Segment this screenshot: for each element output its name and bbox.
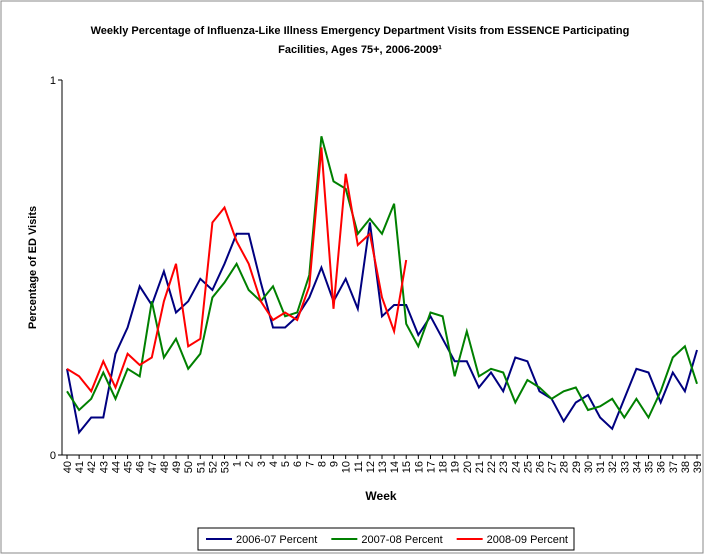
- series-line: [66, 222, 698, 435]
- x-tick-label: 19: [450, 461, 462, 473]
- x-tick-label: 26: [535, 461, 547, 473]
- x-tick-label: 29: [571, 461, 583, 473]
- x-tick-label: 22: [486, 461, 498, 473]
- x-tick-label: 8: [316, 461, 328, 467]
- x-tick-label: 1: [232, 461, 244, 467]
- x-tick-label: 49: [171, 461, 183, 473]
- x-tick-label: 35: [644, 461, 656, 473]
- x-tick-label: 38: [680, 461, 692, 473]
- x-tick-label: 40: [62, 461, 74, 473]
- x-tick-label: 20: [462, 461, 474, 473]
- legend-box: [197, 527, 575, 551]
- x-tick-label: 11: [353, 461, 365, 472]
- x-tick-label: 43: [98, 461, 110, 473]
- x-tick-label: 27: [547, 461, 559, 473]
- x-tick-label: 5: [280, 461, 292, 467]
- chart-title: Weekly Percentage of Influenza-Like Illn…: [90, 25, 630, 56]
- y-tick-label: 1: [50, 75, 56, 87]
- x-tick-label: 14: [389, 461, 401, 473]
- y-axis-label: Percentage of ED Visits: [27, 206, 39, 329]
- x-tick-label: 50: [183, 461, 195, 473]
- x-tick-label: 23: [498, 461, 510, 473]
- x-tick-label: 21: [474, 461, 486, 473]
- x-tick-label: 48: [159, 461, 171, 473]
- legend: 2006-07 Percent 2007-08 Percent 2008-09 Pe…: [197, 527, 575, 551]
- x-tick-label: 24: [510, 461, 522, 473]
- x-tick-label: 46: [135, 461, 147, 473]
- x-tick-label: 51: [195, 461, 207, 473]
- series-line: [66, 147, 408, 394]
- x-tick-label: 7: [304, 461, 316, 467]
- x-tick-label: 53: [220, 461, 232, 473]
- x-tick-label: 36: [656, 461, 668, 473]
- legend-label: 2007-08 Percent: [361, 534, 442, 546]
- x-tick-label: 30: [583, 461, 595, 473]
- x-tick-label: 4: [268, 461, 280, 467]
- x-tick-label: 52: [207, 461, 219, 473]
- x-tick-label: 37: [668, 461, 680, 473]
- x-tick-label: 34: [631, 461, 643, 473]
- x-tick-label: 44: [110, 461, 122, 473]
- x-tick-label: 28: [559, 461, 571, 473]
- x-tick-label: 47: [147, 461, 159, 473]
- x-axis-label: Week: [365, 489, 396, 503]
- x-tick-label: 39: [692, 461, 704, 473]
- x-tick-label: 2: [244, 461, 256, 467]
- x-tick-label: 25: [522, 461, 534, 473]
- x-tick-label: 9: [329, 461, 341, 467]
- x-tick-label: 32: [607, 461, 619, 473]
- y-tick-label: 0: [50, 450, 56, 462]
- x-tick-label: 3: [256, 461, 268, 467]
- x-tick-label: 16: [413, 461, 425, 473]
- x-tick-label: 17: [425, 461, 437, 473]
- x-tick-label: 33: [619, 461, 631, 473]
- x-tick-label: 13: [377, 461, 389, 473]
- x-tick-label: 31: [595, 461, 607, 473]
- x-tick-label: 10: [341, 461, 353, 473]
- x-tick-label: 41: [74, 461, 86, 473]
- x-tick-label: 18: [438, 461, 450, 473]
- x-tick-label: 15: [401, 461, 413, 473]
- x-tick-label: 12: [365, 461, 377, 473]
- x-tick-label: 42: [86, 461, 98, 473]
- x-tick-label: 45: [123, 461, 135, 473]
- series-line: [66, 136, 698, 420]
- legend-label: 2008-09 Percent: [487, 534, 568, 546]
- legend-label: 2006-07 Percent: [236, 534, 317, 546]
- x-tick-label: 6: [292, 461, 304, 467]
